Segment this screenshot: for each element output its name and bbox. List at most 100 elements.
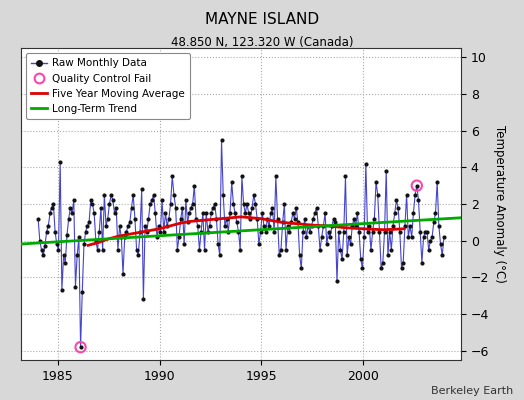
Point	[307, 223, 315, 229]
Point	[268, 204, 277, 211]
Point	[333, 278, 341, 284]
Point	[168, 173, 177, 180]
Point	[217, 136, 226, 143]
Point	[100, 192, 108, 198]
Point	[192, 216, 200, 222]
Point	[126, 219, 134, 226]
Point	[414, 197, 423, 204]
Point	[51, 228, 59, 235]
Point	[44, 223, 52, 229]
Point	[39, 252, 47, 258]
Point	[221, 223, 229, 229]
Point	[292, 204, 300, 211]
Point	[197, 228, 205, 235]
Point	[265, 223, 273, 229]
Point	[77, 344, 85, 350]
Point	[389, 223, 397, 229]
Point	[314, 223, 322, 229]
Point	[165, 216, 173, 222]
Point	[231, 210, 239, 216]
Point	[374, 192, 382, 198]
Point	[167, 201, 175, 207]
Point	[136, 228, 144, 235]
Point	[224, 228, 233, 235]
Point	[180, 241, 188, 248]
Point	[372, 179, 380, 185]
Point	[81, 228, 90, 235]
Point	[341, 173, 350, 180]
Point	[406, 223, 414, 229]
Point	[428, 234, 436, 240]
Point	[146, 201, 155, 207]
Point	[338, 256, 346, 262]
Point	[68, 210, 77, 216]
Point	[78, 289, 86, 295]
Point	[304, 223, 312, 229]
Point	[283, 223, 292, 229]
Point	[97, 204, 105, 211]
Point	[424, 247, 433, 253]
Point	[199, 210, 207, 216]
Point	[171, 204, 180, 211]
Point	[387, 247, 396, 253]
Point	[214, 241, 222, 248]
Point	[104, 216, 112, 222]
Point	[177, 216, 185, 222]
Point	[207, 210, 215, 216]
Point	[158, 197, 166, 204]
Point	[77, 344, 85, 350]
Point	[346, 241, 355, 248]
Point	[392, 197, 401, 204]
Point	[431, 210, 440, 216]
Point	[102, 223, 110, 229]
Point	[75, 234, 83, 240]
Point	[255, 241, 263, 248]
Point	[352, 223, 360, 229]
Point	[321, 210, 329, 216]
Point	[173, 247, 181, 253]
Point	[182, 197, 190, 204]
Point	[52, 241, 61, 248]
Point	[245, 210, 253, 216]
Point	[92, 238, 100, 244]
Point	[263, 216, 271, 222]
Point	[130, 216, 139, 222]
Point	[107, 192, 115, 198]
Point	[360, 234, 368, 240]
Point	[133, 247, 141, 253]
Point	[122, 228, 130, 235]
Point	[440, 234, 448, 240]
Point	[54, 247, 63, 253]
Point	[418, 260, 426, 266]
Point	[209, 204, 217, 211]
Point	[394, 204, 402, 211]
Point	[42, 228, 51, 235]
Point	[246, 216, 255, 222]
Point	[419, 234, 428, 240]
Point	[239, 201, 248, 207]
Point	[88, 201, 96, 207]
Point	[61, 260, 70, 266]
Point	[49, 201, 58, 207]
Point	[205, 223, 214, 229]
Point	[241, 210, 249, 216]
Point	[222, 216, 231, 222]
Point	[401, 223, 409, 229]
Point	[236, 247, 244, 253]
Point	[63, 232, 71, 238]
Point	[139, 296, 148, 303]
Point	[426, 238, 434, 244]
Point	[127, 204, 136, 211]
Point	[328, 223, 336, 229]
Point	[195, 247, 204, 253]
Point	[302, 234, 311, 240]
Point	[83, 223, 92, 229]
Point	[253, 216, 261, 222]
Point	[404, 234, 412, 240]
Point	[379, 260, 387, 266]
Point	[175, 234, 183, 240]
Point	[95, 228, 103, 235]
Point	[148, 197, 156, 204]
Point	[243, 201, 251, 207]
Point	[200, 247, 209, 253]
